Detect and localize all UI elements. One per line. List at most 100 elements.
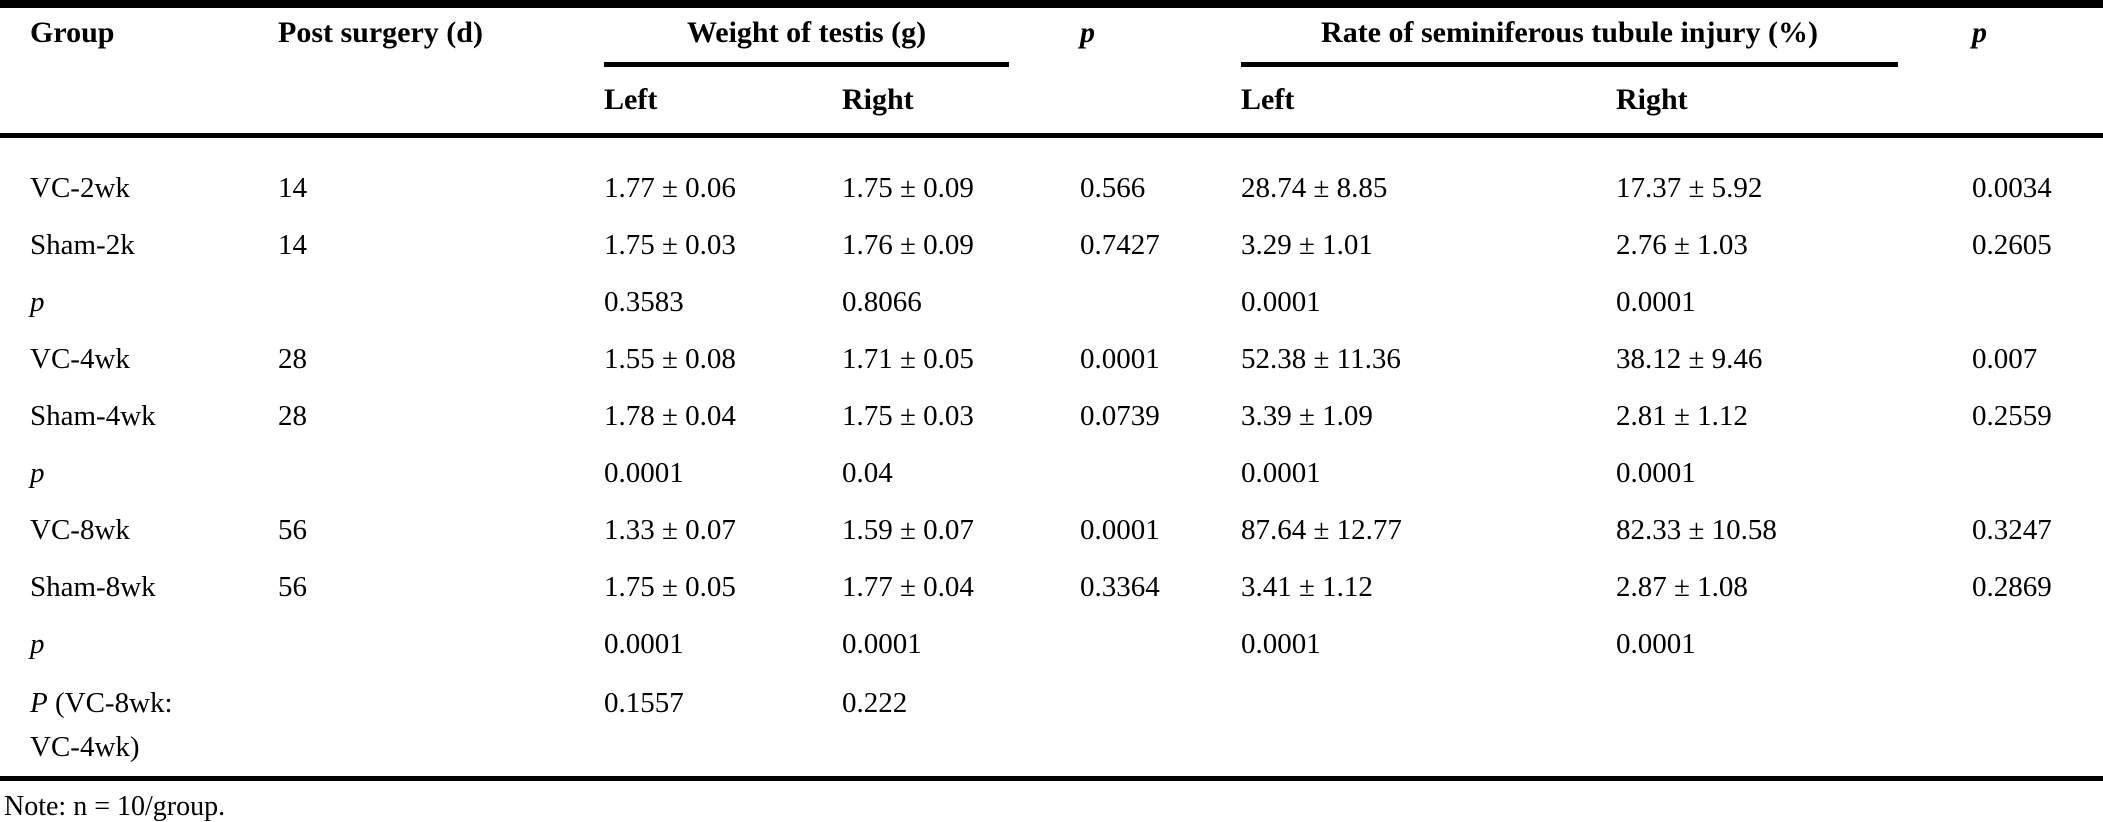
table-cell: 2.81 ± 1.12 — [1616, 399, 1748, 432]
table-header: Group Post surgery (d) Weight of testis … — [0, 4, 2103, 138]
table-cell: 14 — [278, 228, 307, 261]
row-label: Sham-8wk — [30, 570, 156, 603]
weight-spanner-label: Weight of testis (g) — [604, 16, 1009, 67]
table-row: Sham-4wk 28 1.78 ± 0.04 1.75 ± 0.03 0.0739 3.… — [0, 388, 2103, 445]
table-cell: 56 — [278, 513, 307, 546]
table-cell — [1972, 616, 2103, 673]
table-cell: 0.0001 — [604, 627, 684, 660]
table-cell: 0.0034 — [1972, 171, 2052, 204]
col-subheader-rate-right: Right — [1616, 67, 1972, 138]
row-label: p — [30, 285, 45, 318]
table-cell — [1080, 445, 1241, 502]
table-row: p 0.0001 0.0001 0.0001 0.0001 — [0, 616, 2103, 673]
table-cell — [1080, 672, 1241, 781]
header-row-top: Group Post surgery (d) Weight of testis … — [0, 4, 2103, 138]
table-cell: 0.0739 — [1080, 399, 1160, 432]
row-label: p — [30, 627, 45, 660]
table-cell: 28 — [278, 399, 307, 432]
table-cell: 1.75 ± 0.05 — [604, 570, 736, 603]
table-body: VC-2wk 14 1.77 ± 0.06 1.75 ± 0.09 0.566 28.74… — [0, 135, 2103, 781]
table-cell: 1.75 ± 0.09 — [842, 171, 974, 204]
table-row: VC-2wk 14 1.77 ± 0.06 1.75 ± 0.09 0.566 28.74… — [0, 135, 2103, 217]
table-cell: 0.0001 — [1241, 456, 1321, 489]
rate-spanner-label: Rate of seminiferous tubule injury (%) — [1241, 16, 1898, 67]
table-cell: 0.0001 — [604, 456, 684, 489]
col-header-group: Group — [0, 4, 278, 138]
table-cell: 0.0001 — [1241, 285, 1321, 318]
table-cell — [1972, 445, 2103, 502]
table-cell: 1.77 ± 0.04 — [842, 570, 974, 603]
table-cell: 0.007 — [1972, 342, 2038, 375]
table-cell — [278, 616, 604, 673]
table-row: VC-4wk 28 1.55 ± 0.08 1.71 ± 0.05 0.0001 52.3… — [0, 331, 2103, 388]
table-cell: 0.2869 — [1972, 570, 2052, 603]
table-cell: 0.0001 — [1241, 627, 1321, 660]
row-label: Sham-2k — [30, 228, 135, 261]
table-cell: 1.55 ± 0.08 — [604, 342, 736, 375]
table-cell: 0.2605 — [1972, 228, 2052, 261]
table-cell: 0.0001 — [842, 627, 922, 660]
table-cell: 52.38 ± 11.36 — [1241, 342, 1401, 375]
table-cell: 0.3364 — [1080, 570, 1160, 603]
table-cell: 0.566 — [1080, 171, 1146, 204]
table-cell — [1972, 274, 2103, 331]
col-subheader-rate-left: Left — [1241, 67, 1616, 138]
table-cell: 82.33 ± 10.58 — [1616, 513, 1777, 546]
table-cell: 0.222 — [842, 672, 1080, 781]
row-label: p — [30, 456, 45, 489]
table-cell: 0.3583 — [604, 285, 684, 318]
table-cell: 0.0001 — [1080, 342, 1160, 375]
table-cell: 0.3247 — [1972, 513, 2052, 546]
table-cell: 0.1557 — [604, 672, 842, 781]
col-header-rate-spanner: Rate of seminiferous tubule injury (%) — [1241, 4, 1972, 67]
table-cell — [278, 274, 604, 331]
col-header-p-weight: p — [1080, 4, 1241, 138]
table-cell: 0.0001 — [1616, 456, 1696, 489]
table-cell: 1.71 ± 0.05 — [842, 342, 974, 375]
table-cell: 0.2559 — [1972, 399, 2052, 432]
table-cell: 1.59 ± 0.07 — [842, 513, 974, 546]
row-label: VC-4wk — [30, 342, 130, 375]
table-cell: 3.41 ± 1.12 — [1241, 570, 1373, 603]
table-row: VC-8wk 56 1.33 ± 0.07 1.59 ± 0.07 0.0001 87.6… — [0, 502, 2103, 559]
table-cell: 3.39 ± 1.09 — [1241, 399, 1373, 432]
table-row: p 0.3583 0.8066 0.0001 0.0001 — [0, 274, 2103, 331]
table-cell: 0.8066 — [842, 285, 922, 318]
table-cell — [1080, 274, 1241, 331]
table-cell: 2.76 ± 1.03 — [1616, 228, 1748, 261]
col-subheader-weight-right: Right — [842, 67, 1080, 138]
table-cell: 1.76 ± 0.09 — [842, 228, 974, 261]
col-subheader-weight-left: Left — [604, 67, 842, 138]
table-cell: 0.7427 — [1080, 228, 1160, 261]
table-cell — [1080, 616, 1241, 673]
table-cell: 1.33 ± 0.07 — [604, 513, 736, 546]
col-header-p-rate: p — [1972, 4, 2103, 138]
table-cell: 1.75 ± 0.03 — [842, 399, 974, 432]
header-row-sub: Left Right Left Right — [0, 67, 2103, 138]
table-cell: 87.64 ± 12.77 — [1241, 513, 1402, 546]
table-cell: 56 — [278, 570, 307, 603]
table-cell — [1972, 672, 2103, 781]
table-cell — [1241, 672, 1616, 781]
table-cell: 28 — [278, 342, 307, 375]
col-header-weight-spanner: Weight of testis (g) — [604, 4, 1080, 67]
table-cell — [278, 445, 604, 502]
table-cell: 0.0001 — [1616, 627, 1696, 660]
table-row: Sham-8wk 56 1.75 ± 0.05 1.77 ± 0.04 0.3364 3.… — [0, 559, 2103, 616]
col-header-post-surgery: Post surgery (d) — [278, 4, 604, 138]
row-label: Sham-4wk — [30, 399, 156, 432]
table-cell: 28.74 ± 8.85 — [1241, 171, 1388, 204]
row-label: VC-8wk — [30, 513, 130, 546]
table-cell — [278, 672, 604, 781]
table-cell: 3.29 ± 1.01 — [1241, 228, 1373, 261]
table-row: Sham-2k 14 1.75 ± 0.03 1.76 ± 0.09 0.7427 3.2… — [0, 217, 2103, 274]
table-cell: 38.12 ± 9.46 — [1616, 342, 1763, 375]
table-cell: 0.0001 — [1080, 513, 1160, 546]
table-note: Note: n = 10/group. — [4, 790, 226, 822]
row-label: P (VC-8wk: VC-4wk) — [0, 672, 278, 781]
table-cell: 17.37 ± 5.92 — [1616, 171, 1763, 204]
table-row: P (VC-8wk: VC-4wk) 0.1557 0.222 — [0, 672, 2103, 781]
table-row: p 0.0001 0.04 0.0001 0.0001 — [0, 445, 2103, 502]
table-cell: 0.04 — [842, 456, 893, 489]
